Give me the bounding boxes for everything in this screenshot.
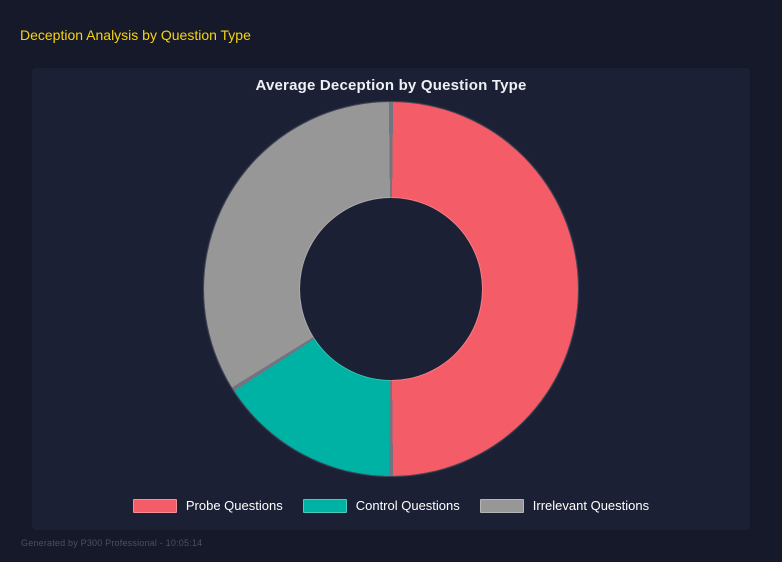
legend-label-irrelevant: Irrelevant Questions [532, 498, 650, 513]
legend-label-control: Control Questions [355, 498, 460, 513]
legend-label-probe: Probe Questions [185, 498, 283, 513]
chart-legend: Probe Questions Control Questions Irrele… [32, 498, 750, 513]
legend-item-probe-questions[interactable]: Probe Questions [132, 498, 283, 513]
donut-hole [300, 198, 482, 380]
legend-swatch-probe [132, 498, 177, 513]
legend-swatch-control [302, 498, 347, 513]
chart-title: Average Deception by Question Type [255, 77, 527, 94]
donut-chart [204, 102, 578, 476]
page-title: Deception Analysis by Question Type [20, 27, 251, 43]
chart-panel: Average Deception by Question Type Probe… [32, 68, 750, 530]
legend-item-control-questions[interactable]: Control Questions [302, 498, 460, 513]
legend-item-irrelevant-questions[interactable]: Irrelevant Questions [479, 498, 650, 513]
footer-note: Generated by P300 Professional - 10:05:1… [21, 538, 203, 548]
legend-swatch-irrelevant [479, 498, 524, 513]
